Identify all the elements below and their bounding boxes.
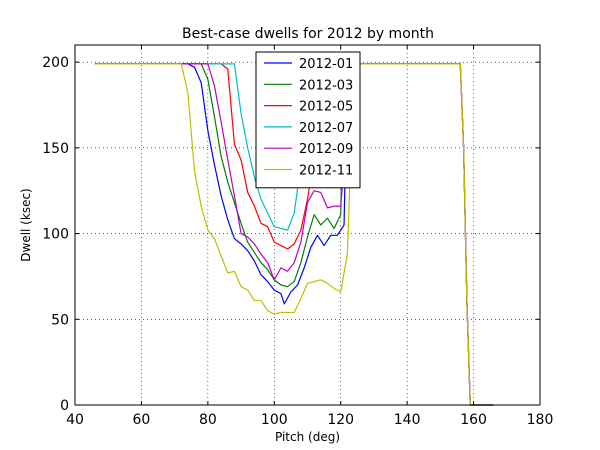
x-tick-label: 160 [460,412,487,428]
plot-frame [74,44,541,406]
y-tick-label: 100 [42,227,69,243]
y-tick-label: 200 [42,55,69,71]
legend-label: 2012-03 [299,78,353,93]
y-tick-label: 50 [51,312,69,328]
x-tick-label: 140 [394,412,421,428]
legend-label: 2012-11 [299,164,353,179]
y-tick-label: 150 [42,141,69,157]
x-tick-label: 80 [199,412,217,428]
legend-label: 2012-01 [299,57,353,72]
chart-title: Best-case dwells for 2012 by month [182,26,434,42]
x-tick-label: 100 [261,412,288,428]
y-tick-label: 0 [60,398,69,414]
x-axis-label: Pitch (deg) [275,430,340,444]
x-tick-label: 40 [66,412,84,428]
legend-label: 2012-05 [299,100,353,115]
legend-box [255,51,361,189]
y-axis-label: Dwell (ksec) [19,188,33,261]
x-tick-label: 120 [327,412,354,428]
legend: 2012-01 2012-03 2012-05 2012-07 2012-09 2012-… [255,51,361,189]
x-tick-label: 60 [133,412,151,428]
legend-label: 2012-09 [299,142,353,157]
legend-label: 2012-07 [299,121,353,136]
axis-ticks: 40 60 80 100 120 140 160 180 0 50 100 150 200 [42,45,553,428]
x-tick-label: 180 [527,412,554,428]
